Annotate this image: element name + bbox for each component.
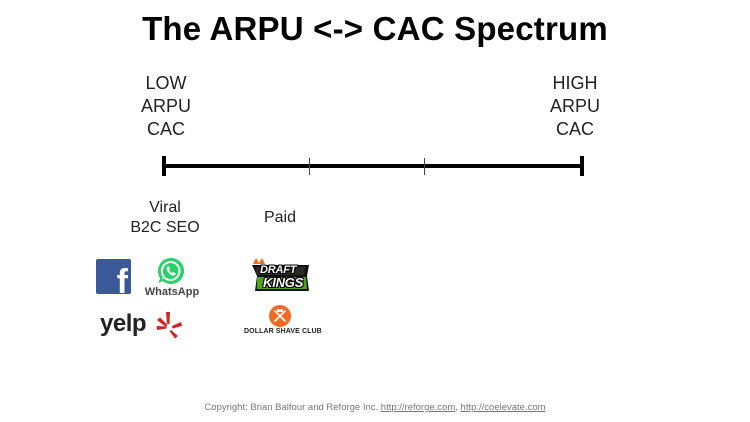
viral-label-line2: B2C SEO bbox=[130, 219, 200, 236]
draftkings-crown-icon bbox=[252, 258, 309, 291]
low-end-line3: CAC bbox=[146, 119, 185, 139]
slide-title: The ARPU <-> CAC Spectrum bbox=[142, 10, 608, 47]
low-end-line2: ARPU bbox=[140, 96, 191, 116]
paid-category-label: Paid bbox=[263, 209, 297, 226]
spectrum-right-cap bbox=[580, 156, 584, 176]
copyright-footer: Copyright: Brian Balfour and Reforge Inc… bbox=[0, 402, 750, 413]
viral-category-label: Viral B2C SEO bbox=[120, 198, 210, 238]
draftkings-line1: DRAFT bbox=[260, 264, 297, 276]
whatsapp-logo: WhatsApp bbox=[142, 254, 202, 300]
dollar-shave-club-badge-icon bbox=[269, 305, 291, 327]
low-end-line1: LOW bbox=[145, 73, 187, 93]
facebook-logo: f bbox=[96, 259, 131, 294]
high-end-line1: HIGH bbox=[552, 73, 598, 93]
low-end-label: LOW ARPU CAC bbox=[126, 72, 206, 141]
copyright-text: Copyright: Brian Balfour and Reforge Inc… bbox=[204, 402, 381, 413]
yelp-wordmark: yelp bbox=[100, 310, 147, 337]
whatsapp-wordmark: WhatsApp bbox=[144, 286, 200, 298]
draftkings-logo: DRAFT KINGS bbox=[247, 258, 313, 294]
spectrum-line bbox=[164, 164, 582, 168]
yelp-burst-icon bbox=[156, 312, 182, 339]
spectrum-axis bbox=[160, 150, 586, 182]
footer-separator: , bbox=[455, 402, 461, 413]
high-end-line2: ARPU bbox=[549, 96, 600, 116]
coelevate-link[interactable]: http://coelevate.com bbox=[460, 402, 546, 413]
dollar-shave-club-wordmark: DOLLAR SHAVE CLUB bbox=[244, 328, 322, 335]
spectrum-left-cap bbox=[162, 156, 166, 176]
dollar-shave-club-logo: DOLLAR SHAVE CLUB bbox=[244, 304, 322, 340]
whatsapp-icon bbox=[157, 257, 185, 284]
reforge-link[interactable]: http://reforge.com bbox=[380, 402, 456, 413]
facebook-glyph: f bbox=[116, 263, 128, 294]
viral-label-line1: Viral bbox=[149, 199, 181, 216]
draftkings-line2: KINGS bbox=[263, 275, 304, 290]
spectrum-tick-2 bbox=[424, 158, 425, 175]
high-end-label: HIGH ARPU CAC bbox=[535, 72, 615, 141]
yelp-logo: yelp bbox=[100, 306, 184, 344]
high-end-line3: CAC bbox=[555, 119, 594, 139]
spectrum-tick-1 bbox=[309, 158, 310, 175]
